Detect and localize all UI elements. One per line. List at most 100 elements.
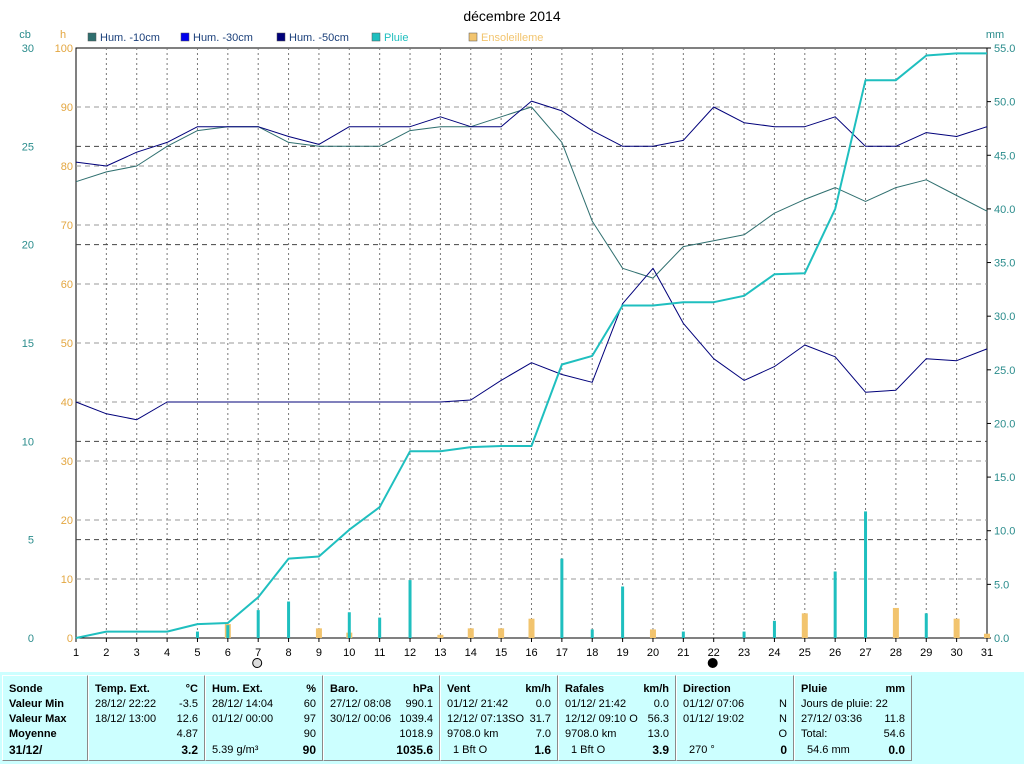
daily-rain-bar: [924, 613, 928, 638]
direction-avg: O: [778, 728, 787, 740]
baro-min-date: 27/12/ 08:08: [330, 698, 392, 710]
tick-label-x: 30: [951, 647, 963, 659]
wind-min: 0.0: [535, 698, 551, 710]
tick-label-x: 24: [768, 647, 780, 659]
tick-label-x: 27: [859, 647, 871, 659]
axis-unit-mm: mm: [986, 29, 1004, 41]
temp-min: -3.5: [179, 698, 198, 710]
tick-label-cb: 25: [22, 141, 34, 153]
tick-label-h: 40: [61, 397, 73, 409]
baro-current: 1035.6: [396, 743, 433, 757]
wind-max-date: 12/12/ 07:13SO: [447, 713, 525, 725]
wind-beaufort: 1 Bft O: [453, 744, 488, 756]
legend-swatch: [468, 32, 478, 42]
summary-panel: Sonde Valeur Min Valeur Max Moyenne 31/1…: [0, 672, 1024, 764]
tick-label-h: 60: [61, 279, 73, 291]
rain-current: 0.0: [888, 743, 905, 757]
axis-unit-cb: cb: [19, 29, 31, 41]
tick-label-x: 5: [194, 647, 200, 659]
tick-label-x: 31: [981, 647, 993, 659]
tick-label-x: 19: [616, 647, 628, 659]
tick-label-mm: 40.0: [994, 204, 1015, 216]
temp-max: 12.6: [176, 713, 198, 725]
tick-label-mm: 50.0: [994, 97, 1015, 109]
wind-header: Vent: [447, 683, 471, 695]
daily-rain-bar: [560, 558, 564, 638]
tick-label-x: 11: [374, 647, 385, 659]
legend-item: Hum. -30cm: [180, 32, 253, 44]
legend-item: Hum. -50cm: [276, 32, 349, 44]
direction-header: Direction: [683, 683, 731, 695]
daily-rain-bar: [864, 511, 868, 638]
wind-avg: 7.0: [535, 728, 551, 740]
hum-absolute: 5.39 g/m³: [212, 744, 259, 756]
hum-unit: %: [306, 683, 316, 695]
rain-max: 11.8: [884, 713, 905, 725]
wind-distance: 9708.0 km: [447, 728, 499, 740]
wind-unit: km/h: [525, 683, 551, 695]
sun-marker-icon: [252, 658, 263, 668]
tick-label-mm: 15.0: [994, 472, 1015, 484]
daily-rain-bar: [347, 612, 351, 638]
daily-rain-bar: [590, 629, 594, 638]
tick-label-x: 25: [799, 647, 811, 659]
tick-label-x: 23: [738, 647, 750, 659]
tick-label-h: 0: [67, 633, 73, 645]
tick-label-x: 4: [164, 647, 170, 659]
tick-label-cb: 5: [28, 535, 34, 547]
wind-current: 1.6: [534, 743, 551, 757]
gusts-avg: 13.0: [647, 728, 669, 740]
axis-unit-h: h: [60, 29, 66, 41]
gusts-section: Rafales km/h 01/12/ 21:42 0.0 12/12/ 09:…: [558, 675, 676, 761]
tick-label-x: 6: [225, 647, 231, 659]
wind-max: 31.7: [529, 713, 551, 725]
tick-label-h: 20: [61, 515, 73, 527]
row-label-min: Valeur Min: [9, 698, 65, 710]
temp-header: Temp. Ext.: [95, 683, 150, 695]
baro-header: Baro.: [330, 683, 359, 695]
legend-label: Pluie: [384, 32, 408, 44]
legend-swatch: [371, 32, 381, 42]
rain-total-label: Total:: [801, 728, 828, 740]
legend-label: Ensoleilleme: [481, 32, 543, 44]
daily-rain-bar: [772, 620, 776, 638]
daily-rain-bar: [378, 617, 382, 638]
daily-rain-bar: [287, 601, 291, 638]
sunshine-bar: [467, 628, 474, 638]
hum-min-date: 28/12/ 14:04: [212, 698, 274, 710]
sunshine-bar: [892, 607, 899, 638]
gusts-current: 3.9: [652, 743, 669, 757]
sunshine-bar: [801, 613, 808, 638]
direction-degrees: 270 °: [689, 744, 715, 756]
tick-label-h: 50: [61, 338, 73, 350]
gusts-header: Rafales: [565, 683, 605, 695]
chart-title: décembre 2014: [463, 8, 561, 24]
gusts-unit: km/h: [643, 683, 669, 695]
hum-50cm-lower-line: [75, 267, 988, 421]
baro-max: 1039.4: [399, 713, 433, 725]
sunshine-bar: [984, 633, 990, 638]
tick-label-x: 20: [647, 647, 659, 659]
tick-label-h: 70: [61, 220, 73, 232]
daily-rain-bar: [742, 631, 746, 638]
baro-min: 990.1: [405, 698, 433, 710]
tick-label-h: 30: [61, 456, 73, 468]
sunshine-bar: [528, 618, 535, 638]
temp-max-date: 18/12/ 13:00: [95, 713, 157, 725]
tick-label-x: 2: [103, 647, 109, 659]
tick-label-cb: 0: [28, 633, 34, 645]
legend-item: Hum. -10cm: [87, 32, 160, 44]
direction-max: N: [779, 713, 787, 725]
daily-rain-bar: [681, 631, 685, 638]
gusts-min-date: 01/12/ 21:42: [565, 698, 627, 710]
legend-swatch: [180, 32, 190, 42]
temperature-section: Temp. Ext. °C 28/12/ 22:22 -3.5 18/12/ 1…: [88, 675, 205, 761]
temp-avg: 4.87: [176, 728, 198, 740]
baro-unit: hPa: [412, 683, 433, 695]
tick-label-h: 90: [61, 102, 73, 114]
legend-label: Hum. -50cm: [289, 32, 349, 44]
tick-label-cb: 15: [22, 338, 34, 350]
moon-marker-icon: [707, 658, 718, 668]
gusts-max-date: 12/12/ 09:10 O: [565, 713, 638, 725]
hum-current: 90: [302, 743, 316, 757]
